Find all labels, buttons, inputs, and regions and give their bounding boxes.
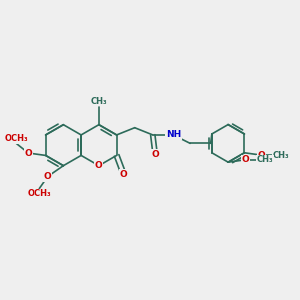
Text: NH: NH [166, 130, 181, 140]
Text: O: O [258, 151, 266, 160]
Text: O: O [242, 155, 249, 164]
Text: O: O [44, 172, 52, 181]
Text: O: O [120, 170, 128, 179]
Text: CH₃: CH₃ [91, 97, 107, 106]
Text: OCH₃: OCH₃ [4, 134, 28, 143]
Text: OCH₃: OCH₃ [28, 189, 51, 198]
Text: O: O [24, 148, 32, 158]
Text: CH₃: CH₃ [273, 151, 290, 160]
Text: O: O [95, 161, 103, 170]
Text: CH₃: CH₃ [256, 155, 273, 164]
Text: O: O [151, 150, 159, 159]
